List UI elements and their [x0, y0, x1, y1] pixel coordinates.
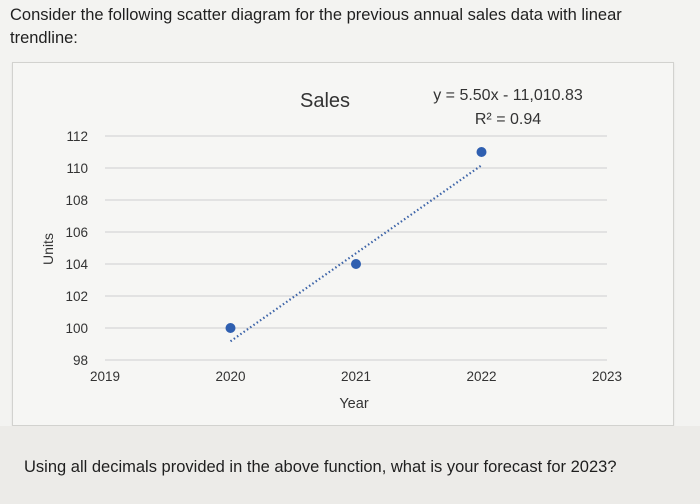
gridlines — [105, 135, 607, 361]
scatter-chart: 98 100 102 104 106 108 110 112 2019 2020 2021 2022 2… — [40, 87, 622, 412]
x-axis-label: Year — [339, 396, 368, 412]
y-tick-label: 108 — [65, 193, 88, 208]
trendline — [229, 164, 483, 343]
y-tick-label: 104 — [65, 257, 88, 272]
footer-band — [0, 426, 700, 504]
equation-label: y = 5.50x - 11,010.83 — [433, 87, 583, 104]
r2-label: R² = 0.94 — [475, 111, 541, 128]
question-text: Consider the following scatter diagram f… — [10, 6, 622, 47]
y-axis-label: Units — [40, 233, 56, 265]
x-tick-label: 2022 — [466, 369, 496, 384]
y-tick-label: 102 — [65, 289, 88, 304]
y-tick-label: 100 — [65, 321, 88, 336]
forecast-question: Using all decimals provided in the above… — [24, 458, 617, 476]
y-tick-label: 112 — [66, 129, 88, 144]
data-points — [225, 147, 487, 333]
chart-frame: 98 100 102 104 106 108 110 112 2019 2020 2021 2022 2… — [12, 62, 674, 426]
trendline-path — [229, 164, 483, 343]
y-tick-label: 110 — [66, 161, 88, 176]
y-tick-label: 106 — [65, 225, 88, 240]
axis-labels: 98 100 102 104 106 108 110 112 2019 2020 2021 2022 2… — [65, 129, 622, 384]
data-point-2021 — [351, 259, 361, 269]
x-tick-label: 2019 — [90, 369, 120, 384]
data-point-2020 — [225, 323, 236, 333]
chart-title: Sales — [300, 90, 350, 112]
x-tick-label: 2021 — [341, 369, 371, 384]
x-tick-label: 2020 — [215, 369, 245, 384]
x-tick-label: 2023 — [592, 369, 622, 384]
y-tick-label: 98 — [73, 353, 88, 368]
data-point-2022 — [476, 147, 487, 157]
